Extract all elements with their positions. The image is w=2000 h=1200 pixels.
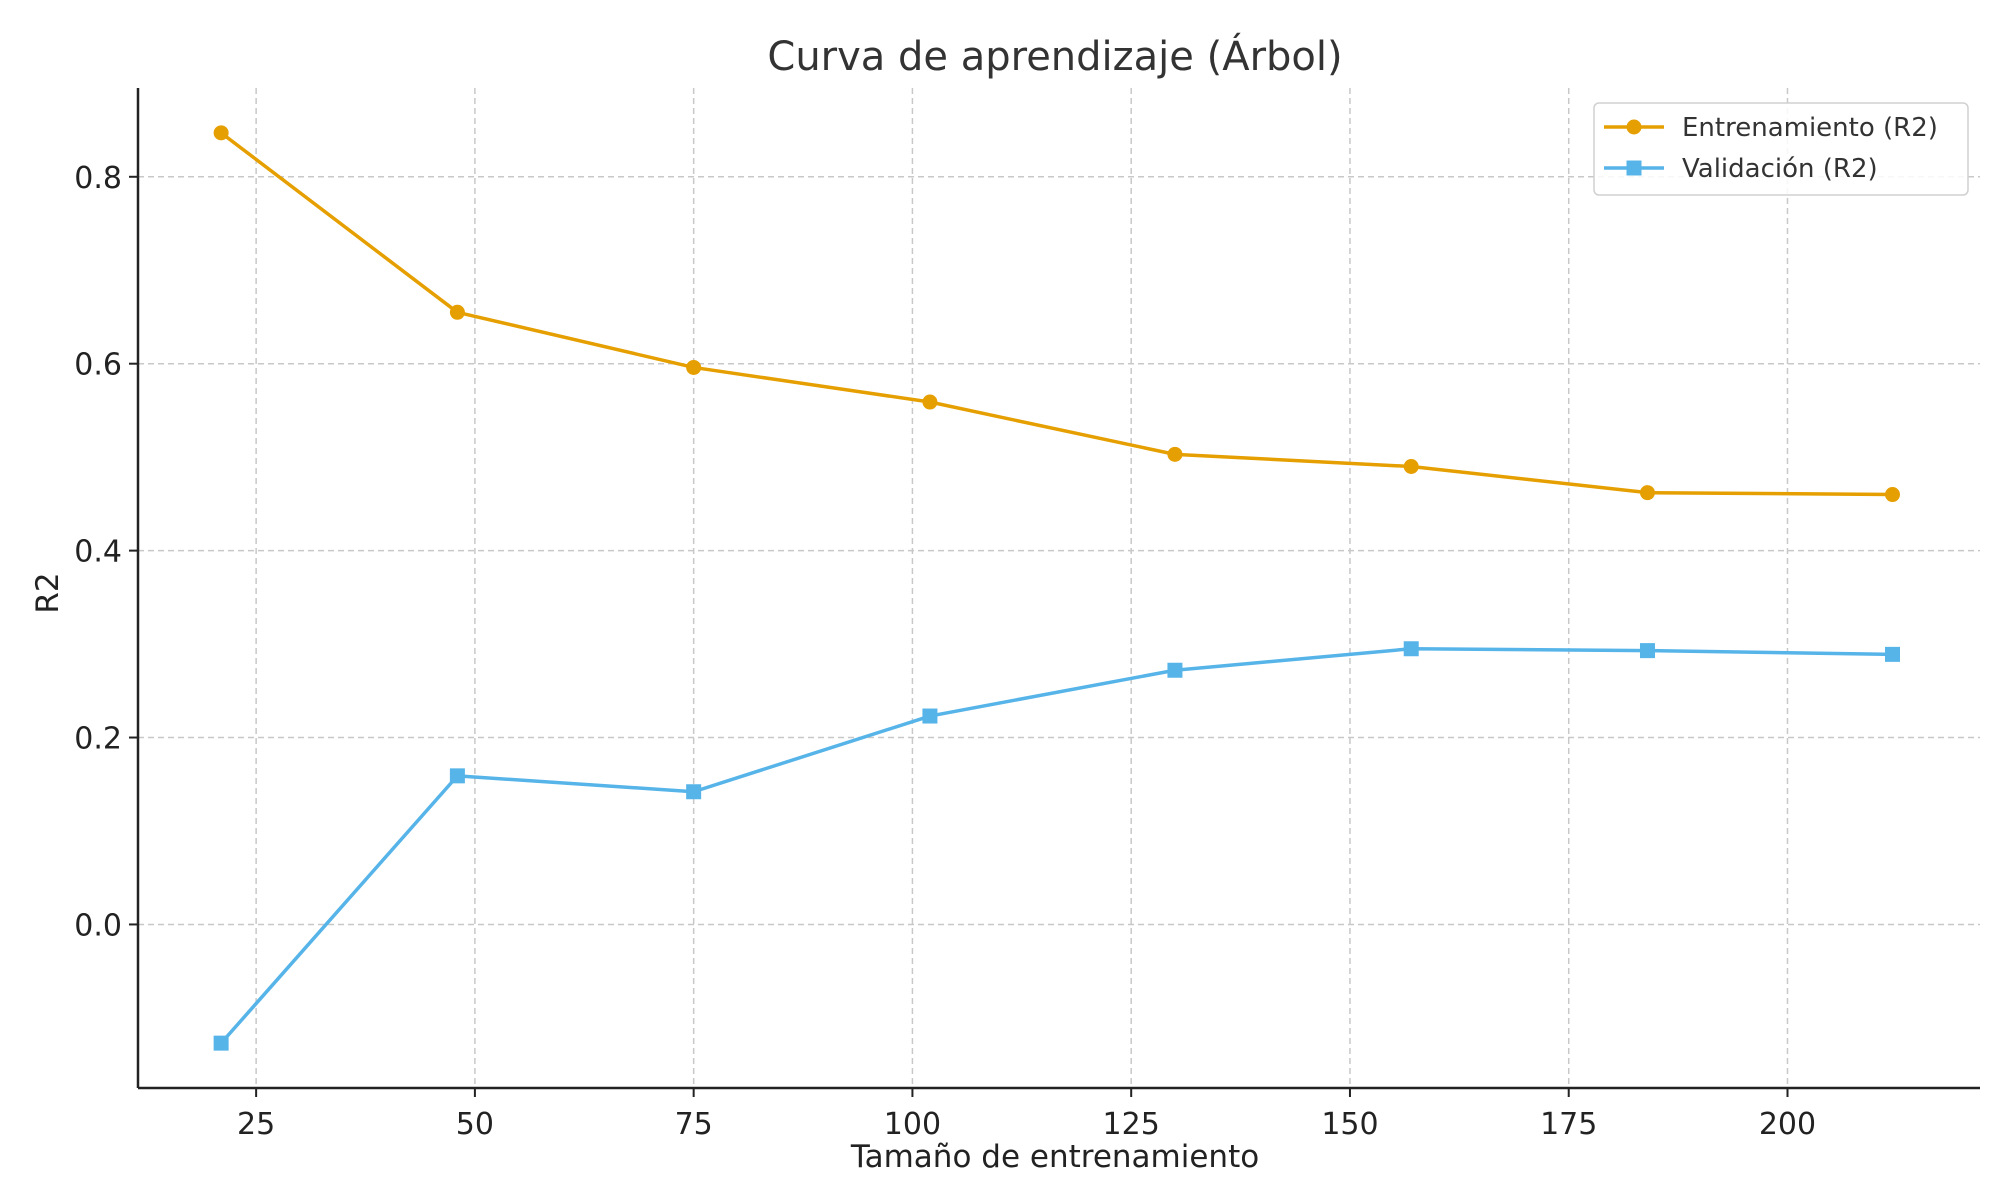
x-tick-label: 100: [884, 1107, 941, 1142]
y-axis-label: R2: [30, 572, 66, 613]
data-point: [1884, 487, 1900, 503]
data-point: [1167, 662, 1183, 678]
y-tick-label: 0.6: [74, 348, 122, 383]
series-line: [220, 131, 1893, 497]
legend-marker: [1626, 160, 1642, 176]
data-point: [449, 304, 465, 320]
data-point: [1639, 643, 1655, 659]
legend: Entrenamiento (R2) Validación (R2): [1593, 102, 1969, 196]
data-point: [1167, 446, 1183, 462]
x-tick-label: 150: [1321, 1107, 1378, 1142]
y-tick-label: 0.4: [74, 535, 122, 570]
y-tick-label: 0.8: [74, 161, 122, 196]
legend-marker: [1626, 119, 1642, 135]
legend-entry: Entrenamiento (R2): [1604, 113, 1938, 143]
y-tick-label: 0.2: [74, 722, 122, 757]
data-point: [213, 1035, 229, 1051]
series-layer: [213, 125, 1900, 1051]
data-point: [1403, 459, 1419, 475]
axes: 25 50 75 100 125 150 175 200 0.0 0.2 0.4 0.6 0.8: [74, 88, 1980, 1142]
legend-entry: Validación (R2): [1604, 154, 1878, 184]
legend-label: Validación (R2): [1682, 154, 1878, 184]
series-line: [219, 646, 1893, 1045]
x-tick-label: 25: [237, 1107, 275, 1142]
legend-label: Entrenamiento (R2): [1682, 113, 1938, 143]
x-tick-label: 75: [675, 1107, 713, 1142]
data-point: [922, 708, 938, 724]
data-point: [922, 394, 938, 410]
x-tick-label: 175: [1540, 1107, 1597, 1142]
y-tick-label: 0.0: [74, 908, 122, 943]
x-tick-label: 50: [456, 1107, 494, 1142]
data-point: [1403, 641, 1419, 657]
data-point: [686, 784, 702, 800]
data-point: [213, 125, 229, 141]
chart-title: Curva de aprendizaje (Árbol): [767, 32, 1342, 80]
legend-box: [1593, 102, 1969, 196]
x-tick-label: 125: [1103, 1107, 1160, 1142]
x-tick-label: 200: [1759, 1107, 1816, 1142]
series-entrenamiento: [213, 125, 1900, 503]
x-axis-label: Tamaño de entrenamiento: [850, 1139, 1259, 1175]
series-validacion: [213, 641, 1900, 1051]
grid: [138, 88, 1980, 1088]
data-point: [1884, 646, 1900, 662]
data-point: [1639, 485, 1655, 501]
data-point: [686, 359, 702, 375]
data-point: [449, 768, 465, 784]
